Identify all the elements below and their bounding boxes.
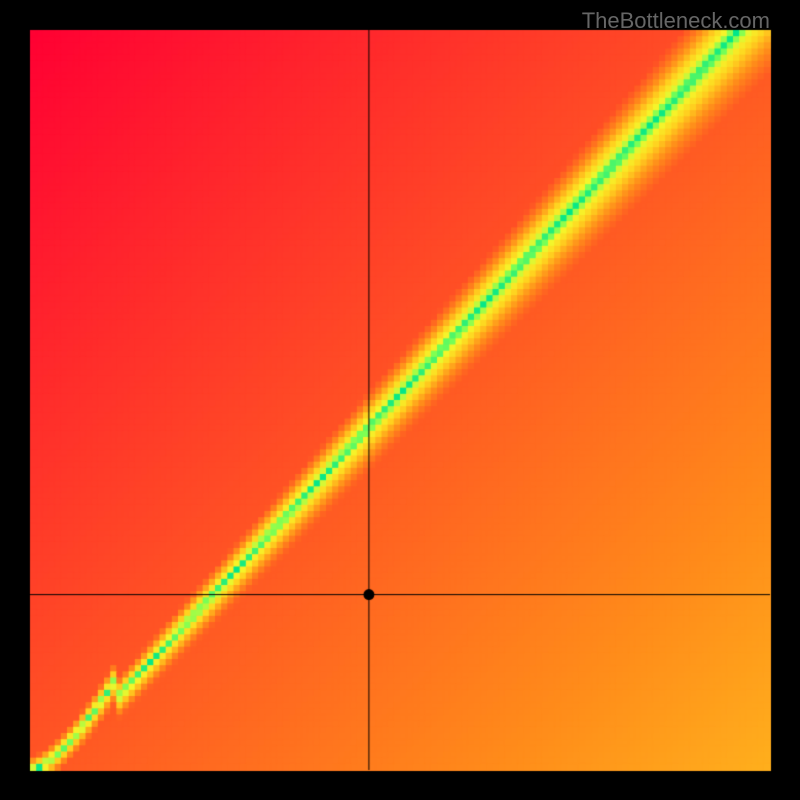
watermark-label: TheBottleneck.com	[582, 8, 770, 34]
bottleneck-heatmap	[0, 0, 800, 800]
chart-container: TheBottleneck.com	[0, 0, 800, 800]
